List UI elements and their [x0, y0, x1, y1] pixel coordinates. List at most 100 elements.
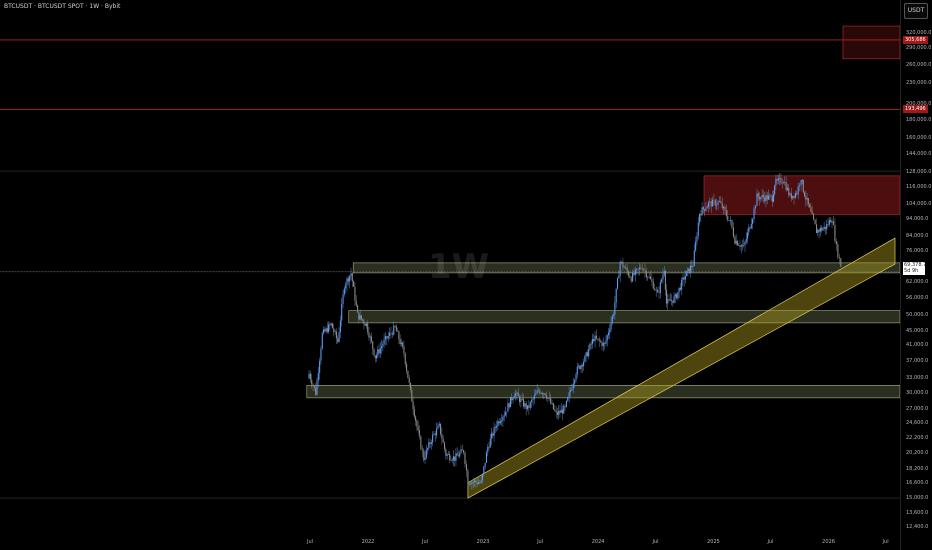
candle-body [389, 332, 391, 336]
time-tick-label: Jul [306, 539, 314, 545]
candle-body [565, 400, 567, 407]
time-tick-label: Jul [652, 539, 659, 545]
candle-body [455, 453, 457, 461]
candle-body [489, 438, 491, 448]
candle-body [580, 365, 582, 369]
price-tick-label: 160,000.0 [906, 135, 932, 142]
candle-body [347, 278, 349, 282]
candle-body [443, 442, 446, 450]
candle-body [828, 220, 830, 225]
candle-body [657, 289, 659, 293]
candle-body [529, 402, 531, 408]
candle-body [658, 292, 660, 294]
candle-body [467, 470, 469, 485]
candle-body [652, 281, 654, 289]
candle-body [484, 462, 486, 467]
candle-body [475, 480, 477, 483]
candle-body [622, 261, 624, 268]
candle-body [706, 206, 708, 209]
candle-body [671, 300, 673, 302]
candle-body [447, 454, 449, 455]
candle-body [589, 343, 591, 350]
candle-body [716, 204, 718, 206]
candle-body [384, 336, 387, 340]
candle-body [416, 420, 418, 427]
price-tick-label: 30,000.0 [906, 389, 929, 396]
candle-body [835, 241, 837, 245]
candle-body [492, 433, 494, 436]
candle-body [564, 405, 566, 407]
candle-body [403, 346, 405, 354]
candle-body [339, 320, 341, 333]
candle-body [459, 452, 461, 457]
candle-body [743, 245, 745, 246]
current-price-tag: 69,378.7 5d 9h [903, 262, 926, 275]
candle-body [502, 416, 504, 421]
candle-body [358, 312, 360, 320]
candle-body [442, 438, 444, 443]
candle-body [702, 207, 704, 210]
candle-body [802, 179, 804, 193]
candle-body [520, 398, 522, 402]
candle-body [367, 323, 369, 333]
candle-body [731, 219, 733, 228]
candle-body [391, 333, 393, 335]
candle-body [695, 241, 697, 251]
candle-body [346, 278, 348, 285]
candle-body [762, 195, 764, 198]
symbol-title[interactable]: BTCUSDT · BTCUSDT SPOT · 1W · Bybit [4, 3, 121, 10]
candle-body [663, 271, 665, 275]
candle-body [516, 392, 518, 394]
candle-body [830, 220, 832, 223]
candle-body [578, 365, 580, 367]
candle-body [775, 179, 777, 186]
candle-body [594, 335, 596, 342]
candle-body [780, 177, 782, 184]
candle-body [316, 380, 318, 395]
candle-body [381, 346, 383, 349]
candle-body [451, 460, 453, 461]
candle-body [341, 304, 343, 321]
support-zone [348, 310, 901, 324]
candle-body [424, 457, 426, 460]
candle-body [398, 331, 400, 340]
candle-body [320, 348, 322, 361]
candle-body [540, 393, 542, 394]
price-tick-label: 320,000.0 [906, 30, 932, 36]
candle-body [644, 269, 646, 271]
candle-body [499, 421, 501, 424]
candle-body [579, 365, 581, 369]
candle-body [511, 397, 513, 401]
candle-body [556, 412, 558, 415]
candle-body [800, 180, 802, 186]
candle-body [724, 206, 726, 211]
candle-body [709, 201, 711, 203]
candle-body [501, 420, 503, 422]
candle-body [759, 196, 761, 200]
candle-body [769, 195, 771, 197]
candle-body [720, 201, 722, 203]
candle-body [735, 240, 737, 244]
candle-body [325, 328, 327, 332]
candle-body [470, 483, 472, 485]
candle-body [456, 453, 458, 456]
candle-body [710, 201, 712, 207]
candle-body [412, 401, 414, 410]
candle-body [630, 277, 632, 282]
candle-body [760, 197, 762, 200]
currency-button[interactable]: USDT [904, 3, 928, 19]
candle-body [664, 271, 666, 290]
candle-body [607, 332, 610, 336]
candle-body [832, 221, 835, 225]
candle-body [337, 338, 339, 342]
candle-body [583, 361, 585, 367]
candle-body [689, 265, 692, 273]
candle-body [822, 228, 824, 231]
price-tick-label: 104,000.0 [906, 200, 932, 207]
candle-body [647, 276, 649, 278]
support-zone [306, 385, 901, 399]
candle-body [793, 195, 795, 198]
candle-body [543, 393, 545, 395]
candle-body [365, 323, 367, 326]
